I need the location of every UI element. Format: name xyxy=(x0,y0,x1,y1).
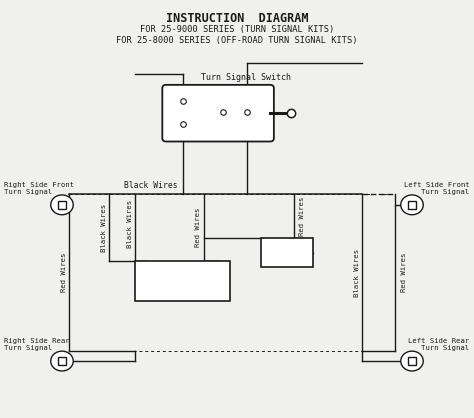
Text: Left Side Rear
Turn Signal: Left Side Rear Turn Signal xyxy=(408,338,470,351)
Circle shape xyxy=(401,195,423,215)
Text: Black Wires: Black Wires xyxy=(127,199,133,247)
Bar xyxy=(409,201,416,209)
Text: +: + xyxy=(214,263,225,275)
FancyBboxPatch shape xyxy=(162,85,274,142)
Text: Battery: Battery xyxy=(163,278,203,287)
Text: -: - xyxy=(143,263,148,275)
Bar xyxy=(58,201,65,209)
Bar xyxy=(261,238,313,268)
Text: Turn Signal Switch: Turn Signal Switch xyxy=(201,73,292,82)
Text: INSTRUCTION  DIAGRAM: INSTRUCTION DIAGRAM xyxy=(166,13,308,25)
Bar xyxy=(136,261,230,301)
Bar xyxy=(409,357,416,365)
Text: Red Wires: Red Wires xyxy=(300,196,305,236)
Bar xyxy=(58,357,65,365)
Text: FOR 25-8000 SERIES (OFF-ROAD TURN SIGNAL KITS): FOR 25-8000 SERIES (OFF-ROAD TURN SIGNAL… xyxy=(116,36,358,45)
Circle shape xyxy=(401,351,423,371)
Text: Right Side Front
Turn Signal: Right Side Front Turn Signal xyxy=(4,182,74,195)
Text: Red Wires: Red Wires xyxy=(401,253,407,292)
Text: Flasher: Flasher xyxy=(269,248,304,257)
Text: FOR 25-9000 SERIES (TURN SIGNAL KITS): FOR 25-9000 SERIES (TURN SIGNAL KITS) xyxy=(140,25,334,34)
Circle shape xyxy=(51,351,73,371)
Text: Black Wires: Black Wires xyxy=(124,181,178,190)
Text: Red Wires: Red Wires xyxy=(61,253,66,292)
Circle shape xyxy=(51,195,73,215)
Text: Right Side Rear
Turn Signal: Right Side Rear Turn Signal xyxy=(4,338,70,351)
Text: Black Wires: Black Wires xyxy=(100,204,107,252)
Text: Red Wires: Red Wires xyxy=(195,208,201,247)
Text: Left Side Front
Turn Signal: Left Side Front Turn Signal xyxy=(404,182,470,195)
Text: Black Wires: Black Wires xyxy=(354,248,360,297)
